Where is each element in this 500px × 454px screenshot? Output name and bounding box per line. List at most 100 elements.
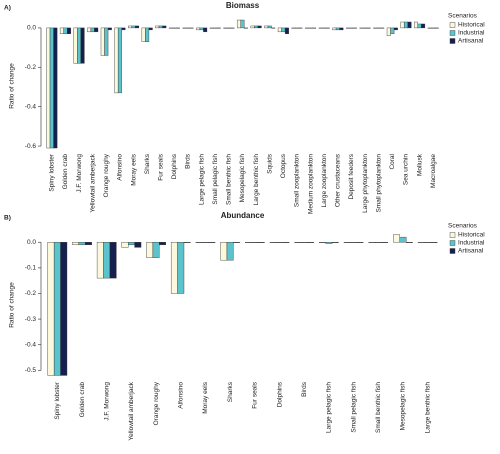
bar: [121, 242, 129, 248]
bar: [220, 242, 228, 261]
x-tick-label: Small benthic fish: [226, 154, 233, 205]
bar: [77, 27, 82, 64]
bar: [141, 27, 146, 42]
bar: [339, 27, 344, 31]
bar: [60, 242, 68, 376]
x-tick-label: Macroalgae: [430, 154, 437, 188]
x-tick-label: Small pelagic fish: [212, 154, 219, 205]
x-tick-label: Large benthic fish: [253, 154, 260, 206]
bar: [264, 25, 269, 29]
bar: [103, 242, 111, 279]
bar: [104, 27, 109, 56]
bar: [250, 25, 255, 29]
y-tick-label: -0.1: [25, 265, 37, 272]
bar: [145, 27, 150, 42]
legend-swatch: [449, 232, 456, 238]
x-tick-label: Golden crab: [79, 382, 86, 418]
legend-swatch: [449, 248, 456, 254]
bar: [78, 242, 86, 246]
bar: [152, 242, 160, 258]
bar: [236, 19, 241, 29]
bar: [170, 242, 178, 294]
bar: [400, 21, 405, 29]
bar: [257, 25, 262, 29]
y-tick-label: -0.2: [25, 290, 37, 297]
chart-title: Biomass: [226, 1, 260, 10]
legend-swatch: [449, 30, 456, 36]
bar: [94, 27, 99, 33]
bar: [414, 21, 418, 29]
x-tick-label: Spiny lobster: [49, 153, 56, 191]
bar: [96, 242, 104, 279]
bar: [386, 27, 391, 36]
bar: [146, 242, 154, 258]
bar: [73, 27, 78, 64]
y-tick-label: 0.0: [27, 239, 36, 246]
bar: [53, 27, 58, 149]
x-tick-label: Small pelagic fish: [350, 382, 357, 433]
legend-swatch: [449, 240, 456, 246]
bar: [87, 27, 92, 33]
bar: [281, 27, 286, 33]
x-tick-label: Octopus: [280, 153, 287, 178]
bar: [53, 242, 61, 376]
bar: [46, 27, 51, 149]
y-tick-label: -0.4: [25, 341, 37, 348]
bar: [325, 242, 333, 244]
bar: [199, 27, 204, 31]
chart-title: Abundance: [221, 211, 265, 220]
bar: [277, 27, 282, 33]
y-tick-label: -0.2: [25, 64, 37, 71]
bar: [59, 27, 64, 35]
bar: [421, 23, 426, 29]
x-tick-label: Spiny lobster: [54, 381, 61, 419]
x-tick-label: Birds: [185, 153, 192, 169]
legend-swatch: [449, 22, 456, 28]
x-tick-label: Golden crab: [62, 154, 69, 190]
bar: [196, 27, 201, 31]
x-tick-label: Birds: [301, 381, 308, 397]
x-tick-label: Moray eels: [130, 153, 137, 186]
bar: [390, 27, 395, 35]
x-tick-label: Dolphins: [276, 381, 283, 407]
bar: [63, 27, 68, 35]
bar: [80, 27, 85, 64]
bar: [393, 27, 398, 31]
y-axis-label: Ratio of change: [9, 63, 16, 109]
y-axis-label: Ratio of change: [9, 282, 16, 328]
bar: [267, 25, 272, 29]
x-tick-label: Yellowtail amberjack: [89, 153, 96, 212]
x-tick-label: Deposit feeders: [348, 153, 355, 199]
x-tick-label: Moray eels: [202, 381, 209, 414]
bar: [114, 27, 119, 94]
bar: [148, 27, 153, 31]
bar: [284, 27, 289, 35]
bar: [117, 27, 122, 94]
panel-label: B): [4, 215, 11, 222]
x-tick-label: Orange roughy: [103, 153, 110, 197]
bar: [47, 242, 55, 376]
x-tick-label: Sharks: [144, 153, 151, 174]
x-tick-label: Large benthic fish: [424, 382, 431, 434]
bar: [85, 242, 92, 246]
x-tick-label: Sharks: [227, 381, 234, 402]
legend-title: Scenarios: [448, 223, 478, 230]
bar: [203, 27, 208, 33]
bar: [100, 27, 105, 56]
bar: [226, 242, 234, 261]
x-tick-label: Fur seals: [157, 153, 164, 180]
bar: [109, 242, 117, 279]
legend-swatch: [449, 38, 456, 44]
x-tick-label: Mollusk: [416, 153, 423, 176]
x-tick-label: Sea urchin: [403, 154, 410, 185]
x-tick-label: Large pelagic fish: [326, 382, 333, 433]
x-tick-label: Mesopelagic fish: [239, 154, 246, 203]
bar: [131, 25, 136, 29]
bar: [335, 27, 340, 31]
legend-title: Scenarios: [448, 13, 478, 20]
y-tick-label: 0.0: [27, 25, 36, 32]
x-tick-label: Small phytoplankton: [375, 154, 382, 213]
bar: [90, 27, 95, 33]
bar: [393, 234, 400, 243]
x-tick-label: Alfonsino: [117, 154, 124, 181]
